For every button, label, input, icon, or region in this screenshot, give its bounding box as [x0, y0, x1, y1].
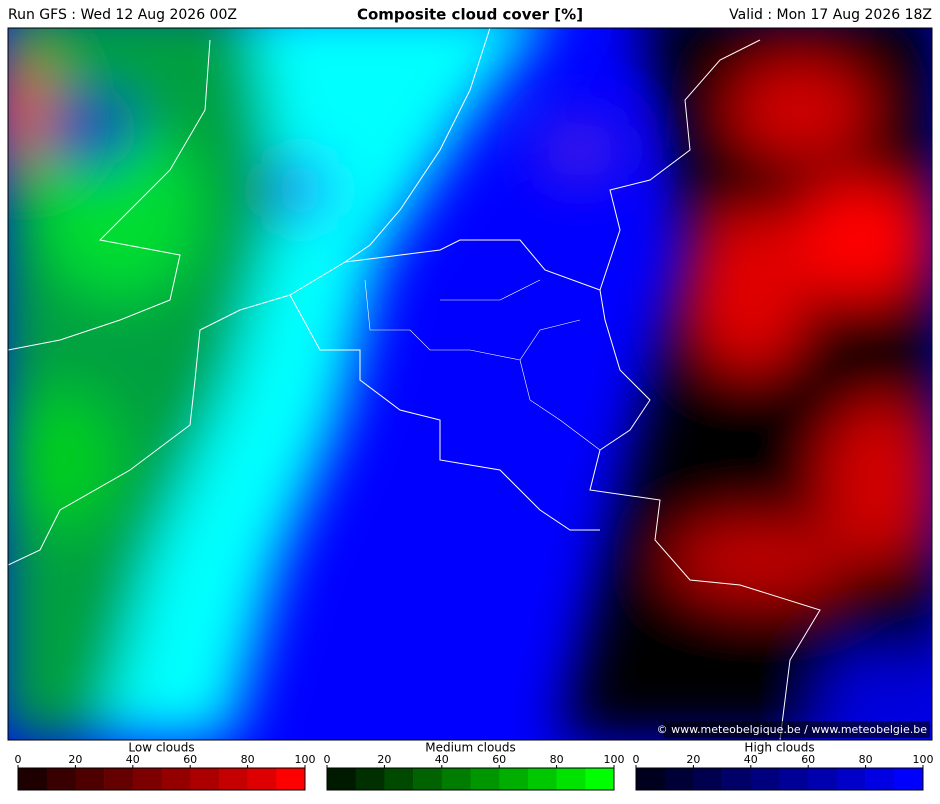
color-swatch	[276, 768, 306, 790]
valid-label: Valid : Mon 17 Aug 2026 18Z	[729, 7, 932, 23]
color-swatch	[247, 768, 277, 790]
tick-label: 0	[15, 753, 22, 766]
map: © www.meteobelgique.be / www.meteobelgie…	[8, 28, 932, 740]
legend-title: Medium clouds	[425, 741, 516, 755]
color-swatch	[104, 768, 134, 790]
tick-label: 40	[744, 753, 758, 766]
colorbar-frame	[17, 767, 306, 791]
tick-label: 20	[68, 753, 82, 766]
color-swatch	[355, 768, 385, 790]
color-swatch	[499, 768, 529, 790]
color-swatch	[527, 768, 557, 790]
legend-title: High clouds	[744, 741, 814, 755]
color-swatch	[722, 768, 752, 790]
tick-label: 20	[377, 753, 391, 766]
tick-label: 20	[686, 753, 700, 766]
color-swatch	[865, 768, 895, 790]
color-swatch	[470, 768, 500, 790]
color-swatch	[664, 768, 694, 790]
tick-label: 80	[550, 753, 564, 766]
color-swatch	[894, 768, 924, 790]
map-frame	[7, 27, 933, 741]
color-swatch	[132, 768, 162, 790]
color-swatch	[218, 768, 248, 790]
color-swatch	[46, 768, 76, 790]
tick-label: 0	[324, 753, 331, 766]
credit: © www.meteobelgique.be / www.meteobelgie…	[657, 723, 928, 736]
color-swatch	[190, 768, 220, 790]
color-swatch	[327, 768, 356, 790]
tick-label: 0	[633, 753, 640, 766]
color-swatch	[161, 768, 191, 790]
color-swatch	[585, 768, 615, 790]
legend-title: Low clouds	[128, 741, 194, 755]
tick-label: 100	[913, 753, 934, 766]
tick-label: 80	[859, 753, 873, 766]
tick-label: 100	[604, 753, 625, 766]
color-swatch	[441, 768, 471, 790]
tick-label: 80	[241, 753, 255, 766]
tick-label: 100	[295, 753, 316, 766]
color-swatch	[779, 768, 809, 790]
colorbar-frame	[635, 767, 924, 791]
color-swatch	[556, 768, 586, 790]
color-swatch	[413, 768, 443, 790]
colorbar-frame	[326, 767, 615, 791]
color-swatch	[384, 768, 414, 790]
color-swatch	[836, 768, 866, 790]
color-swatch	[18, 768, 47, 790]
color-swatch	[75, 768, 105, 790]
color-swatch	[808, 768, 838, 790]
color-swatch	[636, 768, 665, 790]
color-swatch	[693, 768, 723, 790]
map-title: Composite cloud cover [%]	[357, 6, 583, 24]
tick-label: 60	[492, 753, 506, 766]
tick-label: 60	[801, 753, 815, 766]
tick-label: 40	[126, 753, 140, 766]
tick-label: 60	[183, 753, 197, 766]
tick-label: 40	[435, 753, 449, 766]
run-label: Run GFS : Wed 12 Aug 2026 00Z	[8, 7, 237, 23]
color-swatch	[750, 768, 780, 790]
